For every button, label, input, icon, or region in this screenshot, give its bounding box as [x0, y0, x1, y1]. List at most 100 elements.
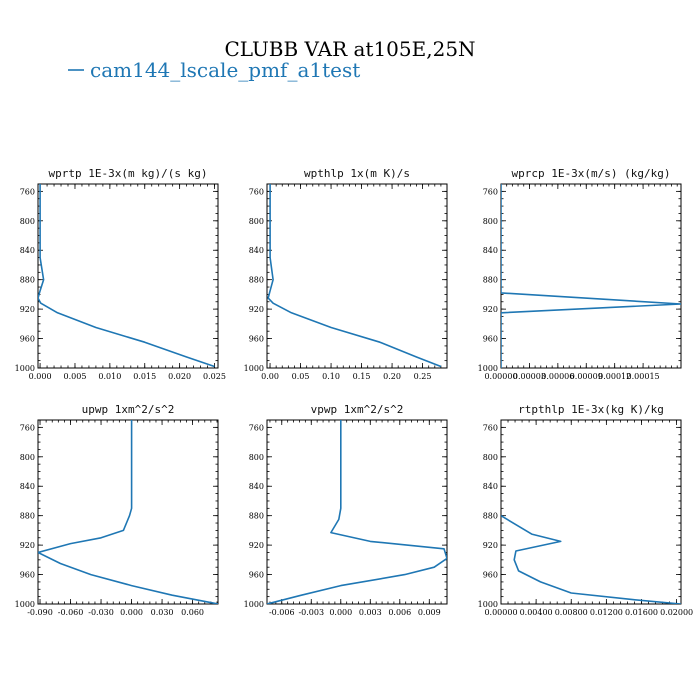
x-tick-label: 0.00006: [541, 372, 574, 381]
y-tick-label: 760: [20, 187, 35, 196]
x-tick-label: 0.003: [359, 608, 382, 617]
x-tick-label: 0.05: [292, 372, 310, 381]
x-tick-label: 0.020: [168, 372, 191, 381]
legend-label: cam144_lscale_pmf_a1test: [90, 58, 360, 82]
y-tick-label: 760: [483, 187, 498, 196]
y-tick-label: 960: [249, 335, 264, 344]
x-tick-label: 0.00009: [570, 372, 603, 381]
x-tick-label: 0.00000: [484, 608, 517, 617]
x-tick-label: 0.00000: [484, 372, 517, 381]
panel-2: wpthlp 1x(m K)/s76080084088092096010000.…: [244, 167, 448, 381]
series-line: [38, 184, 215, 368]
panel-frame: [500, 183, 682, 369]
x-tick-label: 0.006: [388, 608, 411, 617]
panel-title: wpthlp 1x(m K)/s: [304, 167, 410, 180]
x-tick-label: 0.015: [133, 372, 156, 381]
x-tick-label: 0.00012: [598, 372, 631, 381]
y-tick-label: 920: [249, 305, 264, 314]
x-tick-label: 0.00400: [520, 608, 553, 617]
panel-6: rtpthlp 1E-3x(kg K)/kg 760 800 840 880 920 960…: [478, 403, 694, 617]
panel-1: wprtp 1E-3x(m kg)/(s kg) 760 800 840 880 920 9…: [15, 167, 226, 381]
panel-grid: wprtp 1E-3x(m kg)/(s kg) 760 800 840 880 920 9…: [15, 167, 694, 617]
series-line: [267, 420, 447, 604]
x-tick-label: -0.090: [27, 608, 53, 617]
x-tick-label: 0.01600: [625, 608, 658, 617]
panel-frame: [37, 183, 219, 369]
x-tick-label: -0.060: [58, 608, 84, 617]
y-tick-label: 920: [20, 305, 35, 314]
y-tick-label: 800: [249, 453, 264, 462]
y-tick-label: 1000: [244, 364, 264, 373]
x-tick-label: 0.060: [181, 608, 204, 617]
x-tick-label: 0.000: [329, 608, 352, 617]
y-tick-label: 800: [483, 217, 498, 226]
panel-frame: [500, 419, 682, 605]
panel-title: upwp 1xm^2/s^2: [82, 403, 175, 416]
series-line: [501, 515, 681, 604]
panel-frame: [266, 183, 448, 369]
x-tick-label: 0.20: [383, 372, 401, 381]
y-tick-label: 800: [20, 453, 35, 462]
panel-title: rtpthlp 1E-3x(kg K)/kg: [518, 403, 664, 416]
x-tick-label: 0.00015: [627, 372, 660, 381]
y-tick-label: 880: [20, 276, 35, 285]
x-tick-label: 0.02000: [660, 608, 693, 617]
series-line: [501, 184, 681, 368]
x-tick-label: -0.003: [298, 608, 324, 617]
y-tick-label: 960: [483, 571, 498, 580]
y-tick-label: 920: [20, 541, 35, 550]
y-tick-label: 800: [483, 453, 498, 462]
y-tick-label: 960: [483, 335, 498, 344]
x-tick-label: 0.10: [322, 372, 340, 381]
x-tick-label: 0.00003: [513, 372, 546, 381]
y-tick-label: 840: [249, 482, 264, 491]
x-tick-label: 0.000: [29, 372, 52, 381]
y-tick-label: 920: [483, 541, 498, 550]
panel-title: wprcp 1E-3x(m/s) (kg/kg): [512, 167, 671, 180]
x-tick-label: 0.25: [414, 372, 432, 381]
y-tick-label: 880: [20, 512, 35, 521]
x-tick-label: -0.006: [269, 608, 295, 617]
panel-title: vpwp 1xm^2/s^2: [311, 403, 404, 416]
y-tick-label: 840: [483, 482, 498, 491]
panel-4: upwp 1xm^2/s^27608008408809209601000-0.0…: [15, 403, 219, 617]
y-tick-label: 880: [483, 512, 498, 521]
x-tick-label: 0.009: [418, 608, 441, 617]
series-line: [267, 184, 442, 368]
x-tick-label: 0.00800: [555, 608, 588, 617]
y-tick-label: 760: [20, 423, 35, 432]
y-tick-label: 880: [249, 512, 264, 521]
x-tick-label: 0.000: [120, 608, 143, 617]
y-tick-label: 1000: [478, 600, 498, 609]
y-tick-label: 760: [249, 423, 264, 432]
y-tick-label: 1000: [15, 600, 35, 609]
y-tick-label: 840: [20, 482, 35, 491]
y-tick-label: 920: [483, 305, 498, 314]
y-tick-label: 1000: [15, 364, 35, 373]
panel-frame: [37, 419, 219, 605]
y-tick-label: 960: [20, 335, 35, 344]
y-tick-label: 880: [249, 276, 264, 285]
y-tick-label: 1000: [244, 600, 264, 609]
y-tick-label: 880: [483, 276, 498, 285]
y-tick-label: 960: [20, 571, 35, 580]
panel-5: vpwp 1xm^2/s^2 760 800 840 880 920 960 1000 -0.0…: [244, 403, 448, 617]
y-tick-label: 840: [20, 246, 35, 255]
y-tick-label: 920: [249, 541, 264, 550]
y-tick-label: 760: [483, 423, 498, 432]
y-tick-label: 760: [249, 187, 264, 196]
figure-title: CLUBB VAR at105E,25N: [224, 37, 475, 61]
x-tick-label: -0.030: [88, 608, 114, 617]
x-tick-label: 0.00: [261, 372, 279, 381]
y-tick-label: 960: [249, 571, 264, 580]
y-tick-label: 800: [20, 217, 35, 226]
panel-3: wprcp 1E-3x(m/s) (kg/kg) 760 800 840 880 920 9…: [478, 167, 682, 381]
x-tick-label: 0.01200: [590, 608, 623, 617]
y-tick-label: 840: [483, 246, 498, 255]
series-line: [38, 420, 218, 604]
x-tick-label: 0.15: [353, 372, 371, 381]
y-tick-label: 1000: [478, 364, 498, 373]
x-tick-label: 0.010: [98, 372, 121, 381]
x-tick-label: 0.005: [64, 372, 87, 381]
